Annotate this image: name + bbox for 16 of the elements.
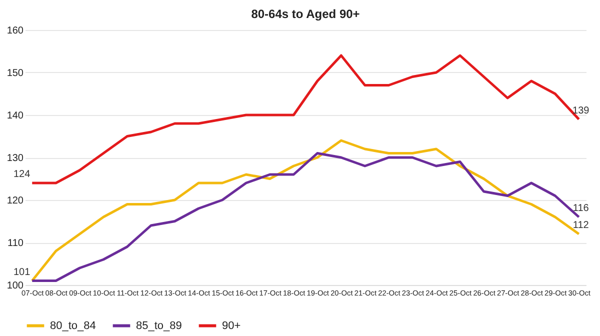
data-label: 124 (13, 169, 31, 180)
data-label: 116 (572, 203, 590, 214)
y-tick-label: 150 (6, 68, 24, 79)
y-tick-label: 110 (8, 238, 24, 249)
y-tick-label: 100 (6, 280, 24, 292)
legend-label: 85_to_89 (136, 320, 182, 332)
y-tick-label: 120 (6, 196, 24, 206)
chart-title: 80-64s to Aged 90+ (251, 7, 360, 21)
legend-label: 80_to_84 (50, 320, 96, 332)
y-tick-label: 140 (6, 110, 24, 122)
data-label: 139 (572, 105, 590, 116)
data-label: 112 (572, 220, 590, 231)
y-tick-label: 130 (6, 153, 24, 164)
data-label: 101 (13, 266, 31, 278)
legend-label: 90+ (222, 320, 241, 332)
y-tick-label: 160 (6, 26, 24, 36)
